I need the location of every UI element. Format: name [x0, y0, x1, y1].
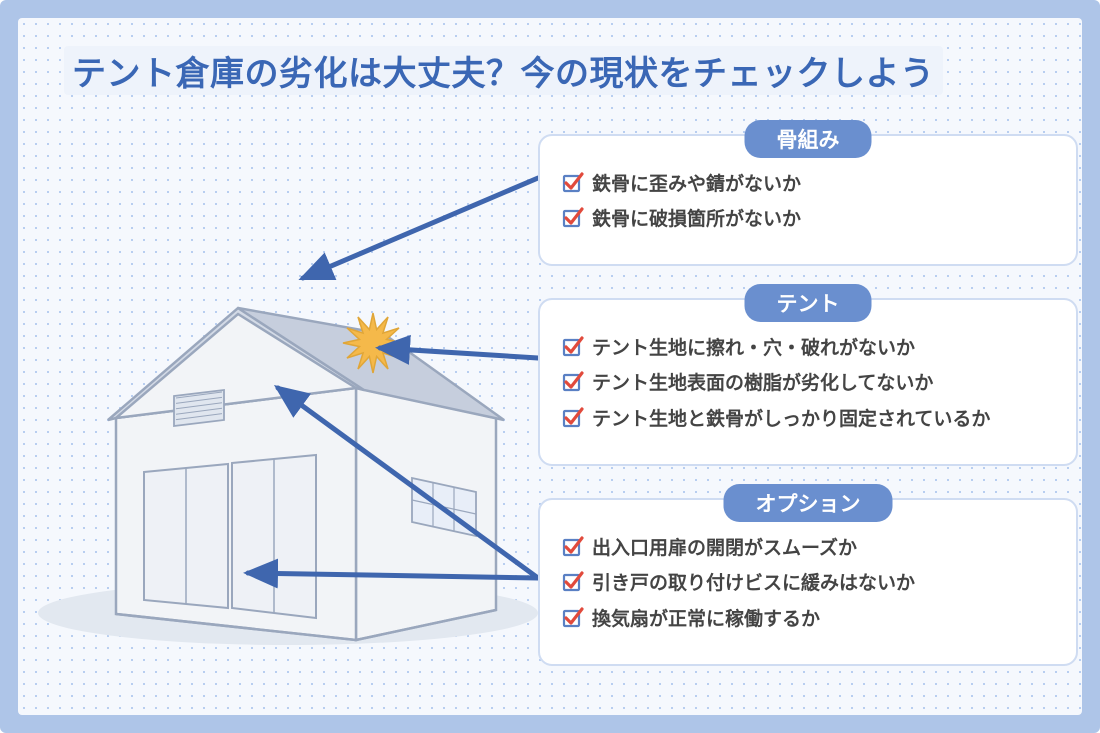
- checklist-item: テント生地に擦れ・穴・破れがないか: [562, 334, 1054, 363]
- checkbox-checked-icon: [562, 607, 584, 629]
- checklist-item-label: 引き戸の取り付けビスに緩みはないか: [592, 569, 915, 598]
- checklist-item-label: テント生地に擦れ・穴・破れがないか: [592, 334, 915, 363]
- checklist-item-label: 鉄骨に破損箇所がないか: [592, 205, 801, 234]
- infographic-inner: テント倉庫の劣化は大丈夫？今の現状をチェックしよう 骨組み鉄骨に歪みや錆がないか…: [18, 18, 1082, 715]
- checkbox-checked-icon: [562, 336, 584, 358]
- checkbox-checked-icon: [562, 571, 584, 593]
- checkbox-checked-icon: [562, 536, 584, 558]
- checklist-item: テント生地表面の樹脂が劣化してないか: [562, 369, 1054, 398]
- frame-card: 骨組み鉄骨に歪みや錆がないか鉄骨に破損箇所がないか: [538, 134, 1078, 266]
- checklist-item-label: 換気扇が正常に稼働するか: [592, 605, 820, 634]
- checklist-item-label: 鉄骨に歪みや錆がないか: [592, 170, 801, 199]
- checkbox-checked-icon: [562, 207, 584, 229]
- frame-card-title: 骨組み: [745, 120, 872, 158]
- checkbox-checked-icon: [562, 172, 584, 194]
- checklist-item: 引き戸の取り付けビスに緩みはないか: [562, 569, 1054, 598]
- checklist-item: 鉄骨に歪みや錆がないか: [562, 170, 1054, 199]
- checklist-item-label: テント生地表面の樹脂が劣化してないか: [592, 369, 933, 398]
- checklist-item-label: 出入口用扉の開閉がスムーズか: [592, 534, 857, 563]
- checklist-item: 出入口用扉の開閉がスムーズか: [562, 534, 1054, 563]
- checklist-item: テント生地と鉄骨がしっかり固定されているか: [562, 405, 1054, 434]
- tent-card: テントテント生地に擦れ・穴・破れがないかテント生地表面の樹脂が劣化してないかテン…: [538, 298, 1078, 466]
- option-card: オプション出入口用扉の開閉がスムーズか引き戸の取り付けビスに緩みはないか換気扇が…: [538, 498, 1078, 666]
- callout-arrow-1: [303, 178, 538, 278]
- tent-card-title: テント: [745, 284, 872, 322]
- checklist-item: 換気扇が正常に稼働するか: [562, 605, 1054, 634]
- checkbox-checked-icon: [562, 407, 584, 429]
- checklist-item-label: テント生地と鉄骨がしっかり固定されているか: [592, 405, 990, 434]
- infographic-frame: テント倉庫の劣化は大丈夫？今の現状をチェックしよう 骨組み鉄骨に歪みや錆がないか…: [0, 0, 1100, 733]
- headline-title: テント倉庫の劣化は大丈夫？今の現状をチェックしよう: [64, 46, 943, 95]
- option-card-title: オプション: [724, 484, 893, 522]
- checklist-item: 鉄骨に破損箇所がないか: [562, 205, 1054, 234]
- warehouse-illustration: [108, 308, 504, 640]
- checkbox-checked-icon: [562, 371, 584, 393]
